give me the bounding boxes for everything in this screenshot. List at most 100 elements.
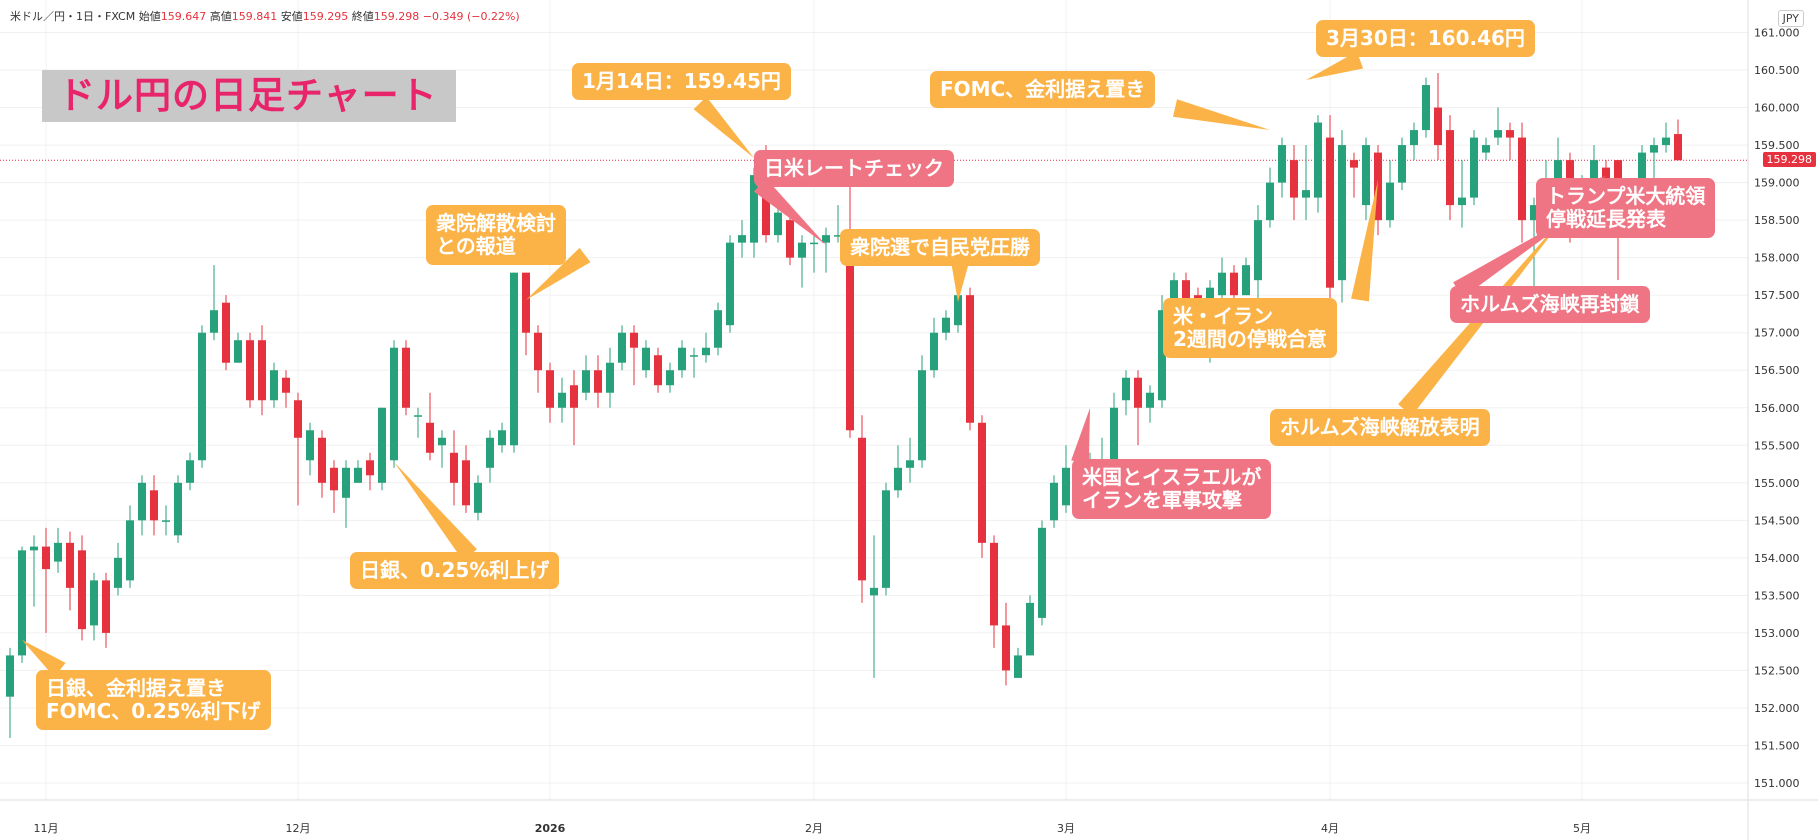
candle-body [570, 385, 578, 408]
candle-body [690, 355, 698, 357]
y-tick-label: 156.000 [1754, 402, 1800, 415]
x-tick-label: 2月 [805, 822, 823, 835]
y-tick-label: 151.500 [1754, 739, 1800, 752]
candle-body [138, 482, 146, 521]
candle-body [1470, 137, 1478, 198]
y-tick-label: 152.500 [1754, 664, 1800, 677]
candle-body [1482, 145, 1490, 153]
candle-body [990, 542, 998, 626]
candle-body [714, 310, 722, 348]
candle-body [1314, 122, 1322, 198]
candle-body [942, 317, 950, 333]
candle-body [618, 332, 626, 363]
y-tick-label: 155.500 [1754, 439, 1800, 452]
candle-body [222, 302, 230, 363]
annotation-boj-fomc-dec: 日銀、金利据え置き FOMC、0.25%利下げ [36, 670, 271, 730]
candle-body [654, 355, 662, 386]
candle-body [1326, 137, 1334, 288]
candle-body [702, 347, 710, 356]
annotation-pointer [526, 247, 591, 300]
candle-body [822, 235, 830, 243]
x-tick-label: 4月 [1321, 822, 1339, 835]
currency-button[interactable]: JPY [1777, 10, 1804, 27]
candle-body [258, 340, 266, 401]
x-tick-label: 3月 [1057, 822, 1075, 835]
y-tick-label: 154.000 [1754, 552, 1800, 565]
candle-body [150, 490, 158, 521]
candle-body [78, 550, 86, 630]
annotation-hormuz-open: ホルムズ海峡解放表明 [1270, 409, 1490, 446]
annotation-pointer [753, 178, 826, 245]
candle-body [1386, 182, 1394, 221]
candle-body [246, 340, 254, 401]
candle-body [786, 220, 794, 258]
candle-body [678, 347, 686, 371]
y-tick-label: 159.000 [1754, 177, 1800, 190]
candle-body [1410, 130, 1418, 146]
candle-body [1494, 130, 1502, 138]
candle-body [282, 377, 290, 393]
y-tick-label: 160.500 [1754, 64, 1800, 77]
annotation-pointer [693, 96, 754, 158]
current-price-tag: 159.298 [1762, 152, 1816, 168]
candle-body [1026, 602, 1034, 656]
candle-body [1458, 197, 1466, 206]
high-label: 高値 [209, 10, 232, 23]
candle-body [1122, 377, 1130, 401]
annotation-pointer [951, 261, 969, 302]
y-tick-label: 156.500 [1754, 364, 1800, 377]
x-tick-label: 2026 [535, 822, 566, 835]
candle-body [906, 460, 914, 468]
candle-body [210, 310, 218, 333]
candle-body [1014, 655, 1022, 678]
candle-body [486, 437, 494, 468]
candle-body [606, 362, 614, 393]
candle-body [1650, 145, 1658, 153]
candle-body [1050, 482, 1058, 521]
y-tick-label: 158.000 [1754, 252, 1800, 265]
candle-body [1530, 205, 1538, 221]
candle-body [558, 392, 566, 408]
candle-body [894, 467, 902, 491]
y-tick-label: 157.500 [1754, 289, 1800, 302]
candle-body [6, 655, 14, 697]
candle-body [834, 235, 842, 237]
candle-body [1110, 407, 1118, 468]
candle-body [1518, 137, 1526, 221]
symbol-label: 米ドル／円・1日・FXCM [10, 10, 136, 23]
candle-body [1242, 265, 1250, 296]
annotation-attack: 米国とイスラエルが イランを軍事攻撃 [1072, 459, 1272, 519]
candle-body [846, 235, 854, 431]
annotation-jan14-high: 1月14日：159.45円 [572, 63, 791, 100]
candle-body [930, 332, 938, 371]
y-tick-label: 159.500 [1754, 139, 1800, 152]
candle-body [798, 242, 806, 258]
candle-body [378, 407, 386, 483]
candle-body [1062, 467, 1070, 506]
annotation-pointer [394, 462, 477, 561]
chart-title: ドル円の日足チャート [42, 70, 456, 122]
candle-body [1446, 130, 1454, 206]
candle-body [1434, 107, 1442, 146]
candle-body [1170, 280, 1178, 311]
candle-body [42, 546, 50, 570]
open-value: 159.647 [160, 10, 207, 23]
candle-body [1230, 272, 1238, 296]
annotation-mar30-high: 3月30日：160.46円 [1316, 20, 1535, 57]
candle-body [234, 340, 242, 363]
candle-body [546, 370, 554, 408]
candle-body [1002, 625, 1010, 671]
candle-body [1362, 145, 1370, 206]
candle-body [966, 295, 974, 423]
candle-body [1506, 130, 1514, 138]
candle-body [522, 272, 530, 333]
candle-body [162, 520, 170, 522]
candle-body [198, 332, 206, 461]
x-tick-label: 5月 [1573, 822, 1591, 835]
candle-body [330, 467, 338, 491]
candle-body [294, 400, 302, 438]
candle-body [1674, 134, 1682, 161]
candle-body [882, 490, 890, 588]
low-value: 159.295 [302, 10, 349, 23]
